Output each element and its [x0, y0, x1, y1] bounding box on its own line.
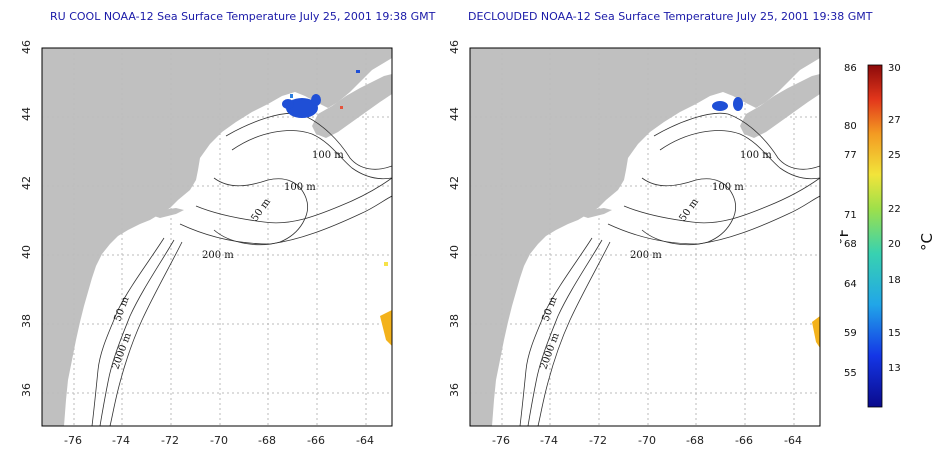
y-axis-ticks: 36 38 40 42 44 46 [448, 40, 461, 397]
x-tick-label: -72 [589, 434, 607, 447]
warm-sst-speck [340, 106, 343, 109]
y-tick-label: 40 [20, 245, 33, 259]
colorbar-gradient [867, 64, 883, 408]
y-tick-label: 36 [20, 383, 33, 397]
celsius-tick: 20 [888, 239, 901, 250]
bathymetry-contours [91, 112, 392, 426]
contour-label: 100 m [312, 150, 344, 161]
x-axis-ticks: -76 -74 -72 -70 -68 -66 -64 [492, 434, 802, 447]
x-tick-label: -66 [307, 434, 325, 447]
warm-sst-patch [380, 310, 392, 346]
map-title-left: RU COOL NOAA-12 Sea Surface Temperature … [50, 10, 436, 23]
celsius-tick: 30 [888, 63, 901, 74]
y-tick-label: 44 [20, 107, 33, 121]
y-axis-ticks: 36 38 40 42 44 46 [20, 40, 33, 397]
map-frame [41, 47, 393, 427]
sst-map-declouded: 100 m 100 m 50 m 200 m 50 m 2000 m -76 -… [448, 40, 821, 447]
bathymetry-contours [519, 112, 820, 426]
cold-sst-patch [712, 97, 743, 111]
fahrenheit-ticks: 86 80 77 71 68 64 59 55 [844, 63, 857, 379]
y-tick-label: 46 [20, 40, 33, 54]
celsius-unit-label: °C [918, 233, 936, 251]
cold-sst-patch [282, 94, 321, 118]
y-tick-label: 40 [448, 245, 461, 259]
x-tick-label: -66 [735, 434, 753, 447]
fahrenheit-tick: 59 [844, 328, 857, 339]
contour-label: 100 m [284, 182, 316, 193]
celsius-tick: 22 [888, 204, 901, 215]
celsius-tick: 18 [888, 275, 901, 286]
land-mass [470, 48, 820, 426]
y-tick-label: 42 [448, 176, 461, 190]
land-long-island [148, 208, 184, 218]
map-frame [469, 47, 821, 427]
land-mass [42, 48, 392, 426]
fahrenheit-tick: 68 [844, 239, 857, 250]
x-tick-label: -64 [784, 434, 802, 447]
x-tick-label: -68 [258, 434, 276, 447]
fahrenheit-tick: 55 [844, 368, 857, 379]
grid-lines [470, 48, 820, 426]
y-tick-label: 36 [448, 383, 461, 397]
fahrenheit-tick: 77 [844, 150, 857, 161]
fahrenheit-unit-label: °F [840, 229, 852, 245]
land-long-island [576, 208, 612, 218]
cold-sst-speck [356, 70, 360, 73]
x-tick-label: -70 [210, 434, 228, 447]
x-tick-label: -70 [638, 434, 656, 447]
x-tick-label: -68 [686, 434, 704, 447]
y-tick-label: 38 [448, 314, 461, 328]
warm-sst-patch [812, 316, 820, 348]
celsius-tick: 27 [888, 115, 901, 126]
x-tick-label: -74 [540, 434, 558, 447]
land-nova-scotia [312, 74, 392, 138]
x-tick-label: -76 [64, 434, 82, 447]
fahrenheit-tick: 86 [844, 63, 857, 74]
sst-map-raw: 100 m 100 m 50 m 200 m 50 m 2000 m -76 -… [20, 40, 393, 447]
x-tick-label: -76 [492, 434, 510, 447]
x-tick-label: -64 [356, 434, 374, 447]
land-nova-scotia [740, 74, 820, 138]
celsius-ticks: 30 27 25 22 20 18 15 13 [888, 63, 901, 374]
contour-label: 200 m [202, 250, 234, 261]
x-tick-label: -72 [161, 434, 179, 447]
fahrenheit-tick: 80 [844, 121, 857, 132]
celsius-tick: 13 [888, 363, 901, 374]
contour-label: 100 m [712, 182, 744, 193]
y-tick-label: 46 [448, 40, 461, 54]
fahrenheit-tick: 71 [844, 210, 857, 221]
y-tick-label: 44 [448, 107, 461, 121]
map-title-right: DECLOUDED NOAA-12 Sea Surface Temperatur… [468, 10, 873, 23]
contour-label: 200 m [630, 250, 662, 261]
y-tick-label: 38 [20, 314, 33, 328]
x-tick-label: -74 [112, 434, 130, 447]
y-tick-label: 42 [20, 176, 33, 190]
celsius-tick: 25 [888, 150, 901, 161]
contour-label: 100 m [740, 150, 772, 161]
fahrenheit-tick: 64 [844, 279, 857, 290]
celsius-tick: 15 [888, 328, 901, 339]
temperature-colorbar: 86 80 77 71 68 64 59 55 30 27 25 22 20 1… [840, 63, 936, 408]
x-axis-ticks: -76 -74 -72 -70 -68 -66 -64 [64, 434, 374, 447]
grid-lines [42, 48, 392, 426]
warm-sst-speck-2 [384, 262, 388, 266]
